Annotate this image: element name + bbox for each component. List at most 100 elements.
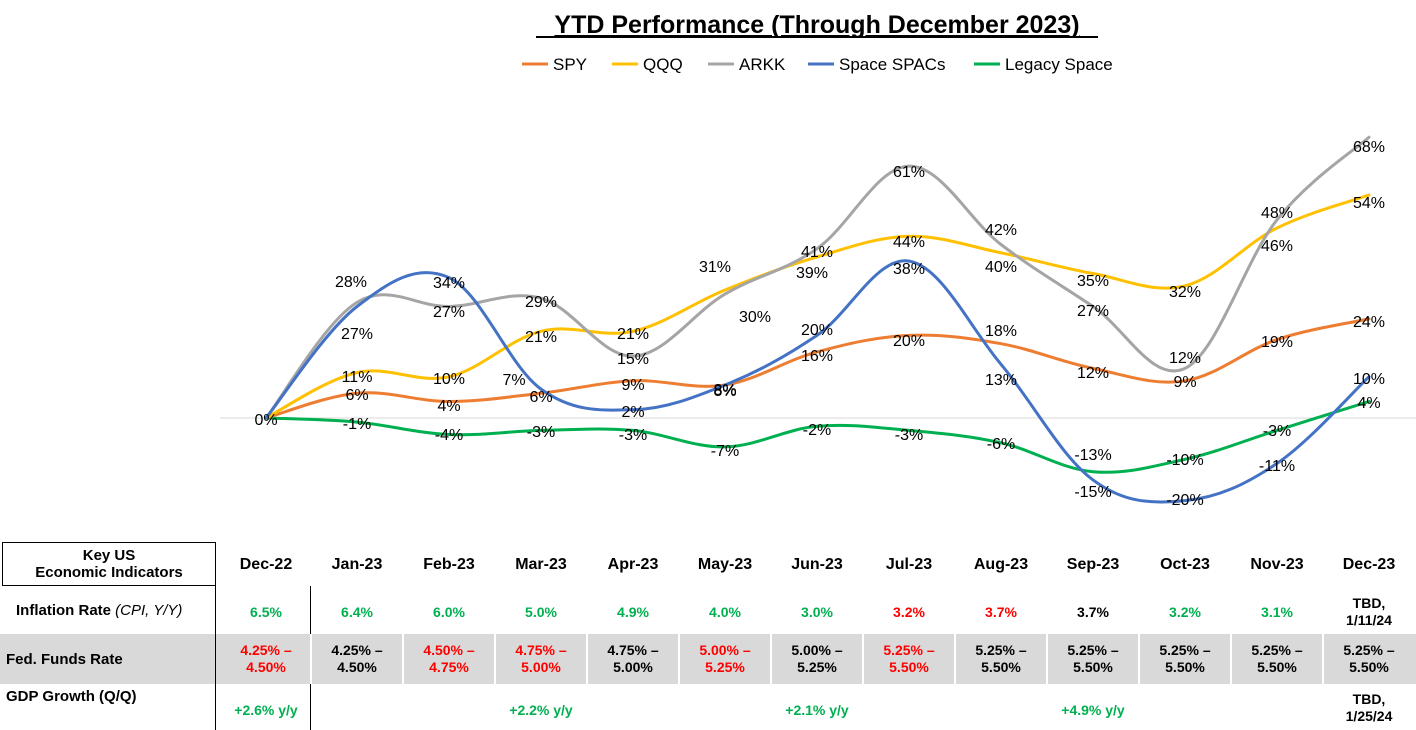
cell-text-line: Fed. Funds Rate (6, 650, 123, 668)
cell-text-line: 3.0% (801, 603, 833, 620)
gdp-value-sep-23: +4.9% y/y (1047, 690, 1139, 730)
data-label-arkk-may-23: 30% (739, 309, 771, 326)
cell-text-line: 5.50% (981, 659, 1021, 675)
legend-label-space-spacs: Space SPACs (839, 55, 945, 74)
cell-text-line: 5.00% (521, 659, 561, 675)
data-label-arkk-jul-23: 61% (893, 164, 925, 181)
gdp-row-label: GDP Growth (Q/Q) (0, 684, 216, 708)
cell-text-line: 5.50% (1349, 659, 1389, 675)
fed-funds-row-background (0, 634, 1416, 684)
data-label-space-spacs-jan-23: 27% (341, 326, 373, 343)
fed-funds-value-nov-23: 5.25% –5.50% (1231, 634, 1323, 684)
data-label-arkk-apr-23: 15% (617, 351, 649, 368)
gdp-value-dec-23: TBD, 1/25/24 (1323, 688, 1415, 728)
inflation-value-dec-22: 6.5% (220, 590, 312, 634)
series-line-spy (264, 317, 1371, 420)
cell-text-line: 6.5% (250, 603, 282, 620)
series-line-qqq (264, 193, 1371, 420)
cell-text-line: 5.00% – (791, 642, 843, 658)
indicators-header-label: Key US Economic Indicators (2, 542, 216, 586)
legend-label-qqq: QQQ (643, 55, 683, 74)
data-label-space-spacs-jun-23: 20% (801, 322, 833, 339)
inflation-value-aug-23: 3.7% (955, 590, 1047, 634)
cell-text-line: 5.25% – (1251, 642, 1303, 658)
data-label-qqq-apr-23: 21% (617, 326, 649, 343)
fed-funds-col-separator (1230, 634, 1232, 684)
cell-text-line: Nov-23 (1250, 555, 1304, 573)
data-label-space-spacs-apr-23: 2% (621, 404, 644, 421)
cell-text-line: 3.2% (893, 603, 925, 620)
cell-text-line: 5.00% (613, 659, 653, 675)
cell-text-line: 6.0% (433, 603, 465, 620)
data-label-arkk-jun-23: 41% (801, 244, 833, 261)
data-label-legacy-space-aug-23: -6% (987, 436, 1015, 453)
cell-text-line: +2.6% y/y (234, 701, 298, 718)
month-header-may-23: May-23 (679, 542, 771, 586)
data-label-arkk-mar-23: 29% (525, 294, 557, 311)
fed-funds-value-jul-23: 5.25% –5.50% (863, 634, 955, 684)
cell-text-line: Mar-23 (515, 555, 567, 573)
data-label-qqq-aug-23: 40% (985, 259, 1017, 276)
data-label-legacy-space-oct-23: -10% (1166, 452, 1203, 469)
data-label-space-spacs-feb-23: 34% (433, 275, 465, 292)
data-label-qqq-jun-23: 39% (796, 265, 828, 282)
data-label-qqq-oct-23: 32% (1169, 284, 1201, 301)
data-label-arkk-dec-23: 68% (1353, 139, 1385, 156)
data-label-legacy-space-apr-23: -3% (619, 427, 647, 444)
data-label-space-spacs-dec-22: 0% (254, 412, 277, 429)
fed-funds-col-separator (586, 634, 588, 684)
header-box-left (2, 542, 3, 586)
inflation-value-oct-23: 3.2% (1139, 590, 1231, 634)
data-label-legacy-space-feb-23: -4% (435, 427, 463, 444)
cell-text-line: 5.25% – (883, 642, 935, 658)
data-label-space-spacs-aug-23: 13% (985, 372, 1017, 389)
month-header-mar-23: Mar-23 (495, 542, 587, 586)
cell-text-line: +2.2% y/y (509, 701, 573, 718)
data-label-spy-oct-23: 9% (1173, 374, 1196, 391)
data-label-arkk-sep-23: 27% (1077, 303, 1109, 320)
month-header-oct-23: Oct-23 (1139, 542, 1231, 586)
cell-text-line: 5.25% – (975, 642, 1027, 658)
data-label-arkk-jan-23: 28% (335, 274, 367, 291)
cell-text-line: 4.75% (429, 659, 469, 675)
cell-text-line: May-23 (697, 555, 753, 573)
inflation-value-jul-23: 3.2% (863, 590, 955, 634)
cell-text-line: TBD, (1352, 595, 1386, 611)
inflation-value-sep-23: 3.7% (1047, 590, 1139, 634)
fed-funds-value-aug-23: 5.25% –5.50% (955, 634, 1047, 684)
cell-text-line: 5.25% (797, 659, 837, 675)
data-label-space-spacs-jul-23: 38% (893, 261, 925, 278)
data-label-spy-jan-23: 6% (345, 387, 368, 404)
cell-text-line: Dec-23 (1342, 555, 1396, 573)
inflation-value-apr-23: 4.9% (587, 590, 679, 634)
data-label-qqq-jul-23: 44% (893, 234, 925, 251)
data-label-qqq-sep-23: 35% (1077, 273, 1109, 290)
data-label-legacy-space-nov-23: -3% (1263, 423, 1291, 440)
data-label-qqq-may-23: 31% (699, 259, 731, 276)
cell-text-line: Oct-23 (1160, 555, 1210, 573)
cell-text-line: 5.25% (705, 659, 745, 675)
fed-funds-value-dec-22: 4.25% –4.50% (220, 634, 312, 684)
series-line-legacy-space (264, 400, 1371, 474)
month-header-feb-23: Feb-23 (403, 542, 495, 586)
cell-text-line: 5.00% – (699, 642, 751, 658)
data-label-legacy-space-mar-23: -3% (527, 424, 555, 441)
cell-text-line: Aug-23 (973, 555, 1029, 573)
fed-funds-col-separator (862, 634, 864, 684)
month-header-sep-23: Sep-23 (1047, 542, 1139, 586)
fed-funds-value-jan-23: 4.25% –4.50% (311, 634, 403, 684)
series-layer (264, 135, 1371, 504)
inflation-value-may-23: 4.0% (679, 590, 771, 634)
inflation-label-italic: (CPI, Y/Y) (115, 601, 183, 619)
cell-text-line: 5.50% (1073, 659, 1113, 675)
data-label-qqq-feb-23: 10% (433, 371, 465, 388)
fed-funds-value-mar-23: 4.75% –5.00% (495, 634, 587, 684)
label-column-divider (215, 542, 216, 730)
data-label-spy-jun-23: 16% (801, 348, 833, 365)
gdp-value-dec-22: +2.6% y/y (220, 690, 312, 730)
fed-funds-row-label: Fed. Funds Rate (0, 634, 216, 684)
month-header-jul-23: Jul-23 (863, 542, 955, 586)
cell-text-line: Key US (82, 547, 136, 564)
data-label-spy-may-23: 8% (713, 383, 736, 400)
data-label-spy-dec-23: 24% (1353, 314, 1385, 331)
